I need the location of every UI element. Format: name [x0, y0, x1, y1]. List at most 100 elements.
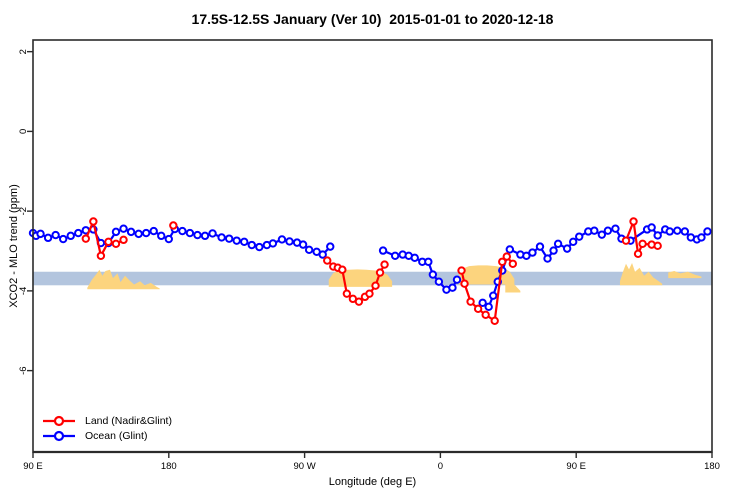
data-point-ocean	[200, 231, 210, 241]
data-point-land	[169, 221, 178, 230]
x-tick-label: 90 W	[294, 461, 316, 472]
data-point-ocean	[134, 229, 143, 239]
y-axis-title: XCO2 - MLO trend (ppm)	[8, 184, 20, 308]
legend-item-ocean: Ocean (Glint)	[42, 428, 172, 443]
data-point-land	[365, 289, 374, 298]
data-point-ocean	[553, 239, 563, 249]
data-point-ocean	[178, 226, 187, 236]
data-point-land	[508, 259, 518, 268]
y-tick-label: -4	[18, 287, 29, 295]
data-point-ocean	[597, 230, 607, 239]
data-point-ocean	[224, 234, 234, 243]
data-point-ocean	[217, 233, 226, 242]
data-point-ocean	[428, 270, 438, 279]
data-point-ocean	[653, 231, 662, 240]
plot-frame	[32, 39, 713, 453]
data-point-ocean	[505, 245, 515, 254]
data-point-ocean	[66, 231, 75, 241]
data-point-land	[457, 266, 466, 275]
y-tick-label: 0	[18, 129, 29, 134]
data-point-ocean	[590, 226, 599, 235]
data-point-ocean	[74, 228, 83, 238]
data-point-land	[338, 265, 347, 274]
data-point-land	[89, 217, 98, 226]
legend: Land (Nadir&Glint) Ocean (Glint)	[42, 413, 172, 443]
data-point-ocean	[285, 237, 294, 246]
data-point-ocean	[665, 227, 674, 236]
data-point-ocean	[126, 227, 136, 237]
data-point-land	[323, 256, 332, 265]
data-point-land	[119, 235, 128, 245]
data-point-ocean	[58, 234, 68, 244]
data-point-ocean	[208, 229, 217, 238]
y-tick-label: -2	[18, 207, 29, 215]
data-point-ocean	[157, 231, 166, 241]
data-point-ocean	[240, 237, 249, 247]
y-tick-label: 2	[18, 49, 29, 54]
data-point-ocean	[326, 242, 335, 251]
data-point-ocean	[318, 250, 327, 259]
data-point-ocean	[247, 240, 256, 250]
data-point-land	[81, 234, 91, 243]
data-point-ocean	[549, 246, 558, 255]
data-point-ocean	[673, 226, 682, 235]
data-point-ocean	[452, 275, 462, 284]
data-point-land	[466, 297, 475, 306]
data-point-land	[633, 249, 643, 259]
ocean-legend-marker	[43, 430, 75, 441]
data-point-ocean	[697, 233, 706, 242]
data-point-land	[502, 252, 511, 261]
data-point-land	[481, 310, 490, 320]
data-point-ocean	[448, 283, 457, 292]
data-point-ocean	[568, 237, 578, 247]
data-point-land	[498, 257, 507, 266]
legend-label-ocean: Ocean (Glint)	[85, 429, 148, 442]
data-point-ocean	[164, 234, 174, 244]
data-point-ocean	[36, 229, 45, 239]
shading-patch	[87, 269, 160, 290]
data-point-ocean	[232, 236, 241, 245]
data-point-ocean	[193, 230, 202, 240]
data-point-ocean	[119, 224, 128, 233]
data-point-ocean	[51, 230, 60, 240]
x-tick-label: 90 E	[566, 461, 586, 472]
data-point-ocean	[703, 227, 712, 236]
data-point-ocean	[149, 226, 158, 236]
data-point-ocean	[390, 251, 400, 260]
data-point-ocean	[535, 242, 545, 251]
data-point-ocean	[562, 244, 572, 253]
x-tick-label: 180	[704, 461, 720, 472]
data-point-ocean	[43, 233, 53, 243]
shading-patch	[505, 275, 521, 293]
shading-patch	[668, 270, 702, 279]
data-point-ocean	[543, 254, 552, 263]
data-point-land	[96, 251, 106, 260]
data-point-ocean	[185, 228, 195, 238]
data-point-ocean	[611, 224, 620, 233]
x-axis-title: Longitude (deg E)	[328, 476, 417, 488]
data-point-ocean	[680, 227, 690, 236]
data-point-land	[111, 239, 121, 249]
data-point-ocean	[410, 253, 419, 262]
data-point-land	[629, 217, 638, 226]
data-point-land	[375, 268, 385, 277]
data-point-ocean	[424, 257, 433, 266]
x-tick-label: 0	[438, 461, 443, 472]
data-point-land	[473, 304, 483, 314]
series-line-ocean	[482, 226, 709, 309]
data-point-ocean	[478, 298, 487, 308]
data-point-land	[380, 260, 389, 269]
data-point-ocean	[528, 248, 537, 257]
data-point-land	[638, 239, 647, 249]
data-point-ocean	[304, 245, 314, 255]
data-point-ocean	[489, 291, 498, 300]
data-point-ocean	[434, 277, 444, 286]
data-point-land	[104, 237, 113, 247]
data-point-ocean	[111, 227, 121, 237]
data-point-ocean	[647, 223, 656, 232]
data-point-ocean	[298, 240, 308, 249]
data-point-ocean	[277, 235, 287, 244]
data-point-ocean	[268, 239, 278, 248]
data-point-ocean	[603, 226, 613, 235]
